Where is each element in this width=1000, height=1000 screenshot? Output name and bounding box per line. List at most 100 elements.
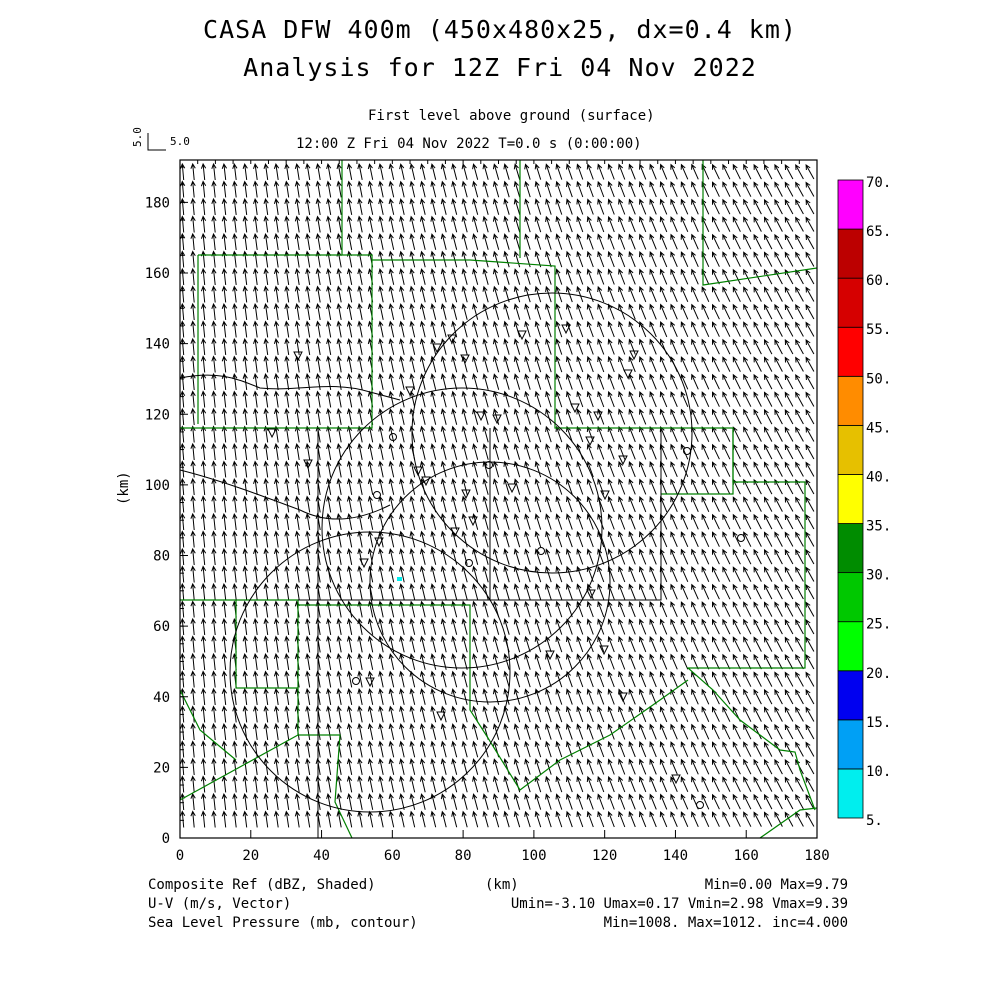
- wind-vector: [200, 477, 207, 496]
- wind-vector: [763, 566, 773, 582]
- wind-vector: [492, 583, 500, 600]
- wind-vector: [576, 635, 584, 653]
- wind-vector: [440, 285, 447, 303]
- wind-vector: [722, 706, 731, 722]
- wind-vector: [576, 810, 584, 828]
- wind-vector: [513, 338, 521, 355]
- wind-vector: [805, 181, 815, 197]
- wind-vector: [451, 583, 458, 600]
- wind-vector: [440, 373, 447, 390]
- wind-vector: [211, 442, 217, 461]
- wind-vector: [545, 740, 552, 758]
- wind-vector: [607, 163, 615, 180]
- wind-vector: [284, 197, 290, 215]
- wind-vector: [315, 390, 321, 408]
- wind-vector: [586, 705, 594, 723]
- wind-vector: [586, 793, 594, 810]
- wind-vector: [273, 652, 280, 670]
- wind-vector: [472, 705, 479, 723]
- wind-vector: [242, 740, 248, 758]
- wind-vector: [440, 583, 447, 600]
- wind-vector: [712, 426, 720, 442]
- wind-vector: [639, 723, 647, 740]
- wind-vector: [639, 566, 647, 583]
- wind-vector: [273, 320, 280, 338]
- wind-vector: [253, 162, 259, 180]
- wind-vector: [357, 617, 363, 635]
- wind-vector: [545, 758, 552, 775]
- wind-vector: [336, 425, 342, 443]
- wind-vector: [545, 198, 552, 215]
- wind-vector: [399, 688, 405, 705]
- wind-vector: [399, 233, 405, 250]
- wind-vector: [753, 566, 762, 582]
- wind-vector: [263, 425, 269, 443]
- wind-vector: [357, 705, 363, 723]
- wind-vector: [607, 425, 615, 443]
- wind-vector: [784, 496, 794, 512]
- wind-vector: [315, 372, 321, 390]
- wind-vector: [409, 460, 416, 478]
- wind-vector: [482, 233, 489, 250]
- wind-vector: [628, 513, 636, 530]
- wind-vector: [305, 215, 311, 233]
- wind-vector: [586, 478, 594, 495]
- wind-vector: [492, 373, 500, 390]
- wind-vector: [576, 285, 584, 303]
- wind-vector: [221, 460, 228, 478]
- wind-vector: [190, 740, 196, 758]
- x-tick-label: 160: [734, 848, 759, 864]
- wind-vector: [784, 461, 794, 477]
- wind-vector: [805, 233, 815, 250]
- wind-vector: [555, 163, 563, 180]
- wind-vector: [305, 267, 311, 285]
- wind-vector: [409, 215, 416, 233]
- wind-vector: [607, 180, 615, 198]
- wind-vector: [784, 531, 794, 547]
- wind-vector: [200, 302, 207, 321]
- wind-vector: [649, 793, 657, 810]
- wind-vector: [805, 618, 815, 635]
- wind-vector: [628, 706, 636, 723]
- wind-vector: [336, 180, 342, 198]
- wind-vector: [263, 687, 269, 705]
- wind-vector: [336, 687, 342, 705]
- x-tick-label: 180: [804, 848, 829, 864]
- wind-vector: [795, 251, 804, 267]
- wind-vector: [784, 391, 794, 407]
- wind-vector: [472, 180, 479, 198]
- wind-vector: [263, 302, 269, 320]
- wind-vector: [743, 391, 752, 407]
- wind-vector: [472, 303, 479, 320]
- wind-vector: [805, 758, 815, 775]
- wind-vector: [607, 705, 615, 723]
- wind-vector: [409, 705, 416, 723]
- wind-vector: [461, 478, 468, 495]
- wind-vector: [691, 811, 699, 828]
- wind-vector: [482, 285, 489, 303]
- wind-vector: [763, 356, 773, 372]
- wind-vector: [430, 373, 437, 390]
- wind-vector: [524, 408, 531, 425]
- wind-vector: [430, 530, 437, 548]
- wind-vector: [534, 285, 542, 303]
- wind-vector: [492, 180, 500, 198]
- wind-vector: [753, 548, 762, 565]
- wind-vector: [211, 197, 217, 216]
- wind-vector: [722, 688, 731, 705]
- wind-vector: [221, 355, 228, 373]
- wind-vector: [659, 286, 668, 303]
- wind-vector: [211, 250, 217, 268]
- wind-vector: [305, 495, 311, 513]
- station-triangle-icon: [293, 351, 303, 362]
- wind-vector: [649, 741, 657, 758]
- wind-vector: [367, 548, 374, 565]
- wind-vector: [701, 601, 710, 618]
- wind-vector: [294, 810, 301, 828]
- station-triangle-icon: [593, 411, 603, 422]
- wind-vector: [743, 548, 752, 565]
- wind-vector: [346, 162, 353, 180]
- wind-vector: [253, 705, 259, 723]
- wind-vector: [649, 233, 657, 250]
